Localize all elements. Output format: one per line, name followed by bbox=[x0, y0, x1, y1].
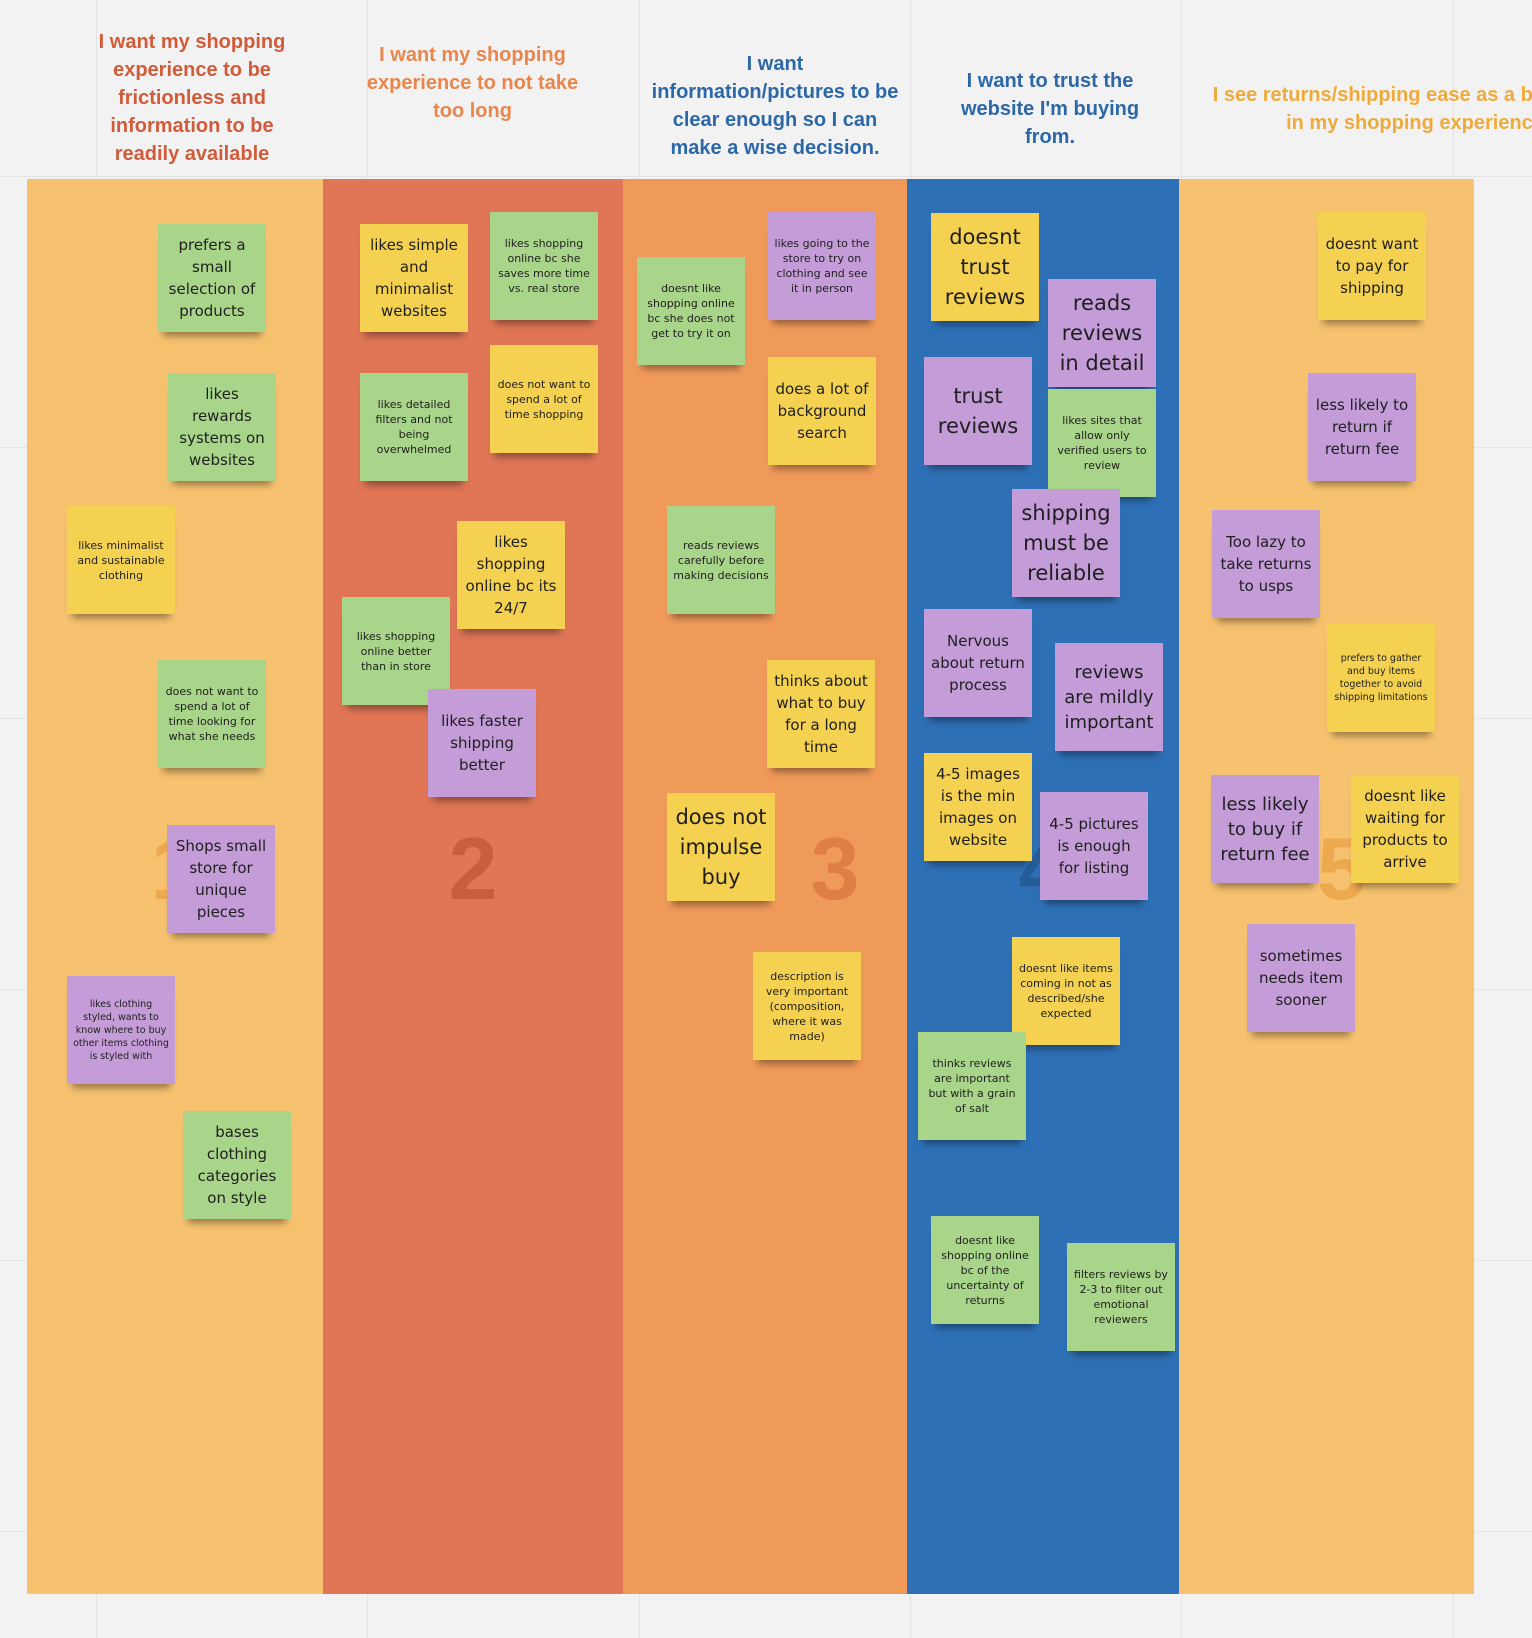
grid-line bbox=[0, 176, 1532, 177]
sticky-note[interactable]: likes faster shipping better bbox=[428, 689, 536, 797]
header-3: I want information/pictures to be clear … bbox=[651, 53, 899, 159]
sticky-note[interactable]: filters reviews by 2-3 to filter out emo… bbox=[1067, 1243, 1175, 1351]
sticky-note[interactable]: doesnt trust reviews bbox=[931, 213, 1039, 321]
header-2: I want my shopping experience to not tak… bbox=[366, 44, 579, 122]
sticky-note[interactable]: doesnt like waiting for products to arri… bbox=[1351, 775, 1459, 883]
header-4: I want to trust the website I'm buying f… bbox=[960, 70, 1140, 148]
sticky-note[interactable]: less likely to buy if return fee bbox=[1211, 775, 1319, 883]
sticky-note[interactable]: 4-5 images is the min images on website bbox=[924, 753, 1032, 861]
sticky-note[interactable]: reads reviews in detail bbox=[1048, 279, 1156, 387]
column-number: 3 bbox=[810, 819, 860, 918]
header-1: I want my shopping experience to be fric… bbox=[98, 31, 286, 165]
sticky-note[interactable]: shipping must be reliable bbox=[1012, 489, 1120, 597]
sticky-note[interactable]: less likely to return if return fee bbox=[1308, 373, 1416, 481]
sticky-note[interactable]: doesnt want to pay for shipping bbox=[1318, 212, 1426, 320]
sticky-note[interactable]: doesnt like shopping online bc of the un… bbox=[931, 1216, 1039, 1324]
sticky-note[interactable]: likes shopping online better than in sto… bbox=[342, 597, 450, 705]
sticky-note[interactable]: bases clothing categories on style bbox=[183, 1111, 291, 1219]
sticky-note[interactable]: likes simple and minimalist websites bbox=[360, 224, 468, 332]
sticky-note[interactable]: doesnt like shopping online bc she does … bbox=[637, 257, 745, 365]
sticky-note[interactable]: thinks about what to buy for a long time bbox=[767, 660, 875, 768]
sticky-note[interactable]: likes detailed filters and not being ove… bbox=[360, 373, 468, 481]
sticky-note[interactable]: likes minimalist and sustainable clothin… bbox=[67, 506, 175, 614]
sticky-note[interactable]: likes rewards systems on websites bbox=[168, 373, 276, 481]
sticky-note[interactable]: reviews are mildly important bbox=[1055, 643, 1163, 751]
sticky-note[interactable]: trust reviews bbox=[924, 357, 1032, 465]
sticky-note[interactable]: reads reviews carefully before making de… bbox=[667, 506, 775, 614]
sticky-note[interactable]: Shops small store for unique pieces bbox=[167, 825, 275, 933]
sticky-note[interactable]: Too lazy to take returns to usps bbox=[1212, 510, 1320, 618]
header-5-text: I see returns/shipping ease as a big hur… bbox=[1212, 84, 1532, 134]
sticky-note[interactable]: prefers to gather and buy items together… bbox=[1327, 624, 1435, 732]
sticky-note[interactable]: Nervous about return process bbox=[924, 609, 1032, 717]
sticky-note[interactable]: likes clothing styled, wants to know whe… bbox=[67, 976, 175, 1084]
sticky-note[interactable]: sometimes needs item sooner bbox=[1247, 924, 1355, 1032]
sticky-note[interactable]: description is very important (compositi… bbox=[753, 952, 861, 1060]
sticky-note[interactable]: does not want to spend a lot of time sho… bbox=[490, 345, 598, 453]
sticky-note[interactable]: likes shopping online bc its 24/7 bbox=[457, 521, 565, 629]
sticky-note[interactable]: does a lot of background search bbox=[768, 357, 876, 465]
sticky-note[interactable]: doesnt like items coming in not as descr… bbox=[1012, 937, 1120, 1045]
sticky-note[interactable]: likes shopping online bc she saves more … bbox=[490, 212, 598, 320]
sticky-note[interactable]: likes going to the store to try on cloth… bbox=[768, 212, 876, 320]
sticky-note[interactable]: 4-5 pictures is enough for listing bbox=[1040, 792, 1148, 900]
sticky-note[interactable]: does not want to spend a lot of time loo… bbox=[158, 660, 266, 768]
header-5: I see returns/shipping ease as a big hur… bbox=[1205, 81, 1532, 141]
sticky-note[interactable]: thinks reviews are important but with a … bbox=[918, 1032, 1026, 1140]
sticky-note[interactable]: likes sites that allow only verified use… bbox=[1048, 389, 1156, 497]
column-number: 2 bbox=[448, 819, 498, 918]
sticky-note[interactable]: prefers a small selection of products bbox=[158, 224, 266, 332]
sticky-note[interactable]: does not impulse buy bbox=[667, 793, 775, 901]
